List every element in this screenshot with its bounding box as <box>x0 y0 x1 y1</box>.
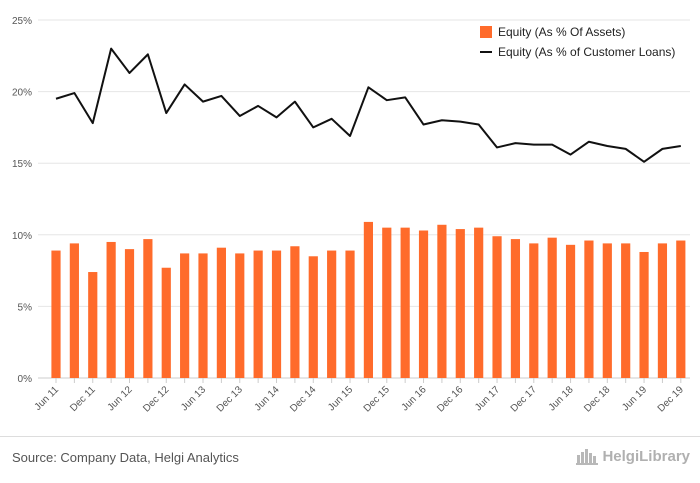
y-tick-label: 5% <box>18 302 33 313</box>
y-tick-label: 10% <box>12 231 32 242</box>
bar <box>657 243 668 378</box>
bar <box>216 247 226 378</box>
x-tick-label: Dec 19 <box>656 384 686 414</box>
x-tick-label: Dec 14 <box>288 384 318 414</box>
bar <box>418 230 429 378</box>
bar <box>492 236 502 378</box>
x-tick-label: Dec 12 <box>141 384 171 414</box>
bar <box>455 229 465 378</box>
brand-logo[interactable]: HelgiLibrary <box>576 447 690 465</box>
source-note: Source: Company Data, Helgi Analytics <box>12 450 239 465</box>
bar <box>180 253 190 378</box>
bar <box>198 253 208 378</box>
x-tick-label: Jun 17 <box>473 384 502 413</box>
bar <box>51 250 61 378</box>
x-tick-label: Dec 13 <box>215 384 245 414</box>
bar <box>143 239 153 378</box>
bar <box>510 239 521 378</box>
x-tick-label: Jun 12 <box>106 384 135 413</box>
x-tick-label: Jun 13 <box>179 384 208 413</box>
y-tick-label: 0% <box>18 374 33 385</box>
bar <box>271 250 282 378</box>
bar <box>584 240 594 378</box>
bar <box>235 253 245 378</box>
bar <box>547 237 557 378</box>
bar <box>382 227 392 378</box>
footer-divider <box>0 436 700 437</box>
y-tick-label: 15% <box>12 159 32 170</box>
bar <box>308 256 318 378</box>
legend-swatch-bar <box>480 26 492 38</box>
brand-name: HelgiLibrary <box>602 447 690 465</box>
bar <box>621 243 631 378</box>
legend-label: Equity (As % Of Assets) <box>498 25 625 39</box>
x-tick-label: Jun 19 <box>620 384 649 413</box>
chart: 0% 5% 10% 15% 20% 25% Jun 11 Dec 11 Jun 12 Dec 12… <box>12 16 690 415</box>
y-tick-label: 25% <box>12 16 32 27</box>
bar <box>161 267 171 378</box>
bar <box>253 250 263 378</box>
x-tick-label: Jun 18 <box>547 384 576 413</box>
bar <box>124 249 135 378</box>
bar <box>565 244 576 378</box>
x-tick-label: Dec 11 <box>68 384 98 414</box>
bar <box>106 241 116 378</box>
bar <box>639 251 649 378</box>
x-tick-label: Dec 17 <box>509 384 539 414</box>
bar <box>474 227 484 378</box>
x-tick-label: Jun 11 <box>33 384 62 413</box>
x-tick-label: Jun 14 <box>253 384 282 413</box>
x-tick-label: Jun 15 <box>326 384 355 413</box>
bar <box>345 250 355 378</box>
legend-label: Equity (As % of Customer Loans) <box>498 45 675 59</box>
x-tick-label: Dec 15 <box>362 384 392 414</box>
x-tick-label: Dec 18 <box>582 384 612 414</box>
bar <box>69 243 79 378</box>
bar <box>400 227 410 378</box>
bar <box>529 243 539 378</box>
y-tick-label: 20% <box>12 88 32 99</box>
bar <box>602 243 612 378</box>
x-tick-label: Dec 16 <box>435 384 465 414</box>
bar <box>437 224 447 378</box>
bar <box>363 221 373 378</box>
x-tick-label: Jun 16 <box>400 384 429 413</box>
bar <box>327 250 337 378</box>
series-line <box>55 47 681 163</box>
helgi-library-logo-icon <box>576 449 599 465</box>
bar <box>88 272 98 378</box>
bar <box>290 246 300 378</box>
bar <box>676 240 686 378</box>
